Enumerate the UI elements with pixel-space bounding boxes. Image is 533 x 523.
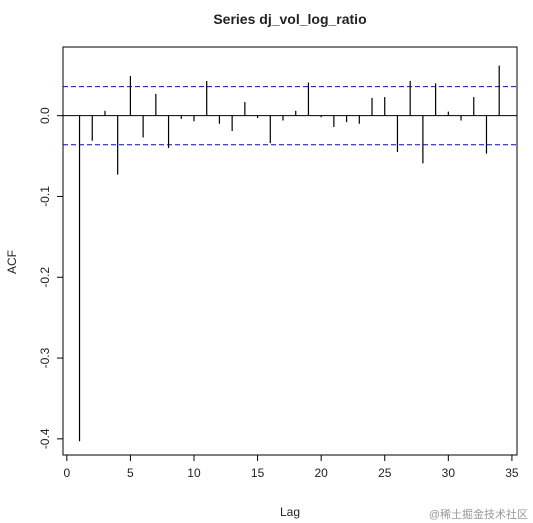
x-tick-label: 5 — [127, 466, 134, 480]
y-tick-label: -0.4 — [38, 428, 52, 449]
y-tick-label: -0.1 — [38, 186, 52, 207]
watermark: @稀土掘金技术社区 — [429, 507, 528, 521]
y-axis-label: ACF — [5, 250, 19, 274]
x-tick-label: 20 — [314, 466, 328, 480]
x-tick-label: 10 — [187, 466, 201, 480]
y-tick-label: -0.3 — [38, 347, 52, 368]
x-tick-label: 25 — [378, 466, 392, 480]
x-tick-label: 0 — [63, 466, 70, 480]
y-tick-label: -0.2 — [38, 267, 52, 288]
chart-title: Series dj_vol_log_ratio — [213, 11, 366, 27]
x-tick-label: 35 — [505, 466, 519, 480]
x-axis-label: Lag — [280, 505, 300, 519]
plot-frame — [62, 46, 518, 456]
x-tick-label: 15 — [251, 466, 265, 480]
x-tick-label: 30 — [442, 466, 456, 480]
y-tick-label: 0.0 — [38, 107, 52, 124]
